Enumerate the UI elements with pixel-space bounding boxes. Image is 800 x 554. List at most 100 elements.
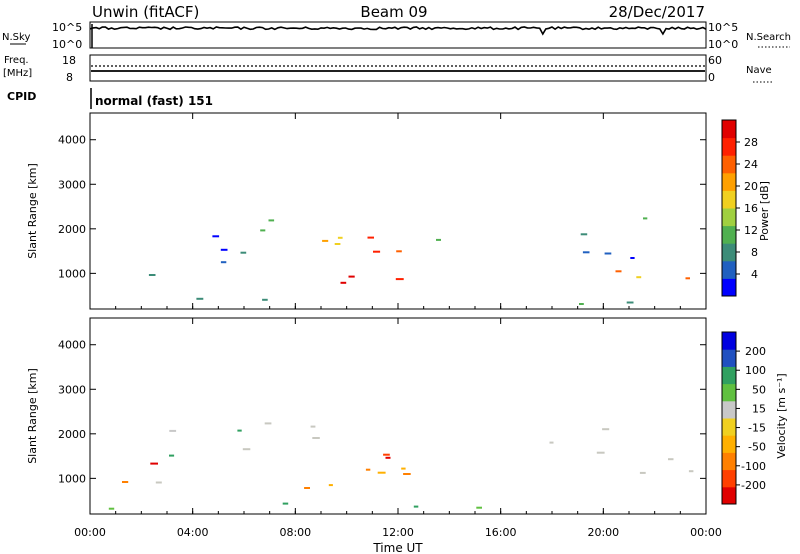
echo-cell [242, 448, 251, 451]
echo-cell [396, 250, 402, 253]
xtick-label: 20:00 [587, 526, 619, 539]
nsearch-tick-bottom: 10^0 [708, 38, 738, 51]
colorbar-segment [722, 418, 736, 436]
colorbar-tick-label: 8 [751, 246, 758, 259]
echo-cell [212, 235, 220, 238]
echo-cell [334, 243, 341, 245]
colorbar-segment [722, 452, 736, 471]
echo-cell [377, 471, 386, 474]
colorbar-tick-label: 12 [744, 224, 758, 237]
echo-cell [312, 437, 320, 439]
echo-cell [220, 261, 227, 264]
echo-cell [626, 301, 634, 304]
colorbar-segment [722, 383, 736, 402]
echo-cell [476, 506, 482, 509]
nsearch-label: N.Search [746, 32, 791, 43]
colorbar-segment [722, 332, 736, 350]
velocity-y-axis: 4000 3000 2000 1000 [58, 339, 706, 485]
echo-cell [262, 298, 268, 301]
colorbar-tick-label: 100 [745, 364, 766, 377]
echo-cell [328, 484, 333, 487]
echo-cell [401, 467, 406, 470]
power-colorbar: 28 24 20 16 12 8 4 [721, 119, 758, 297]
colorbar-segment [722, 366, 736, 385]
nave-label: Nave [746, 65, 772, 76]
echo-cell [304, 487, 310, 489]
nsky-panel [89, 21, 707, 49]
echo-cell [395, 278, 404, 281]
colorbar-tick-label: -100 [741, 460, 766, 473]
ytick-label: 1000 [58, 267, 86, 280]
colorbar-frame [721, 331, 737, 505]
echo-cell [549, 441, 554, 444]
ytick-label: 3000 [58, 178, 86, 191]
xtick-label: 04:00 [177, 526, 209, 539]
echo-cell [604, 252, 612, 255]
date-title: 28/Dec/2017 [609, 3, 705, 21]
power-y-axis: 4000 3000 2000 1000 [58, 134, 706, 280]
echo-cell [122, 481, 129, 483]
nave-tick-top: 60 [708, 54, 722, 67]
velocity-colorbar-label: Velocity [m s⁻¹] [775, 373, 788, 458]
echo-cell [602, 428, 610, 431]
colorbar-segment [722, 435, 736, 453]
power-scatter [148, 217, 690, 305]
colorbar-segment [722, 278, 736, 297]
freq-tick-bottom: 8 [66, 71, 73, 84]
xtick-label: 00:00 [74, 526, 106, 539]
echo-cell [240, 251, 247, 254]
xtick-label: 12:00 [382, 526, 414, 539]
colorbar-segment [722, 190, 736, 209]
ytick-label: 2000 [58, 223, 86, 236]
echo-cell [268, 219, 275, 222]
echo-cell [385, 456, 391, 459]
power-colorbar-label: Power [dB] [758, 181, 771, 241]
colorbar-segment [722, 486, 736, 505]
echo-cell [282, 502, 289, 505]
echo-cell [383, 453, 390, 456]
echo-cell [264, 422, 272, 425]
colorbar-segment [722, 172, 736, 191]
ytick-label: 2000 [58, 428, 86, 441]
ytick-label: 1000 [58, 472, 86, 485]
xtick-label: 16:00 [485, 526, 517, 539]
nave-tick-bottom: 0 [708, 71, 715, 84]
velocity-colorbar: 200 100 50 15 -15 -50 -100 -200 [721, 331, 766, 505]
echo-cell [196, 297, 204, 300]
echo-cell [579, 303, 584, 305]
echo-cell [148, 274, 156, 276]
echo-cell [596, 451, 605, 454]
colorbar-segment [722, 349, 736, 367]
colorbar-tick-label: 20 [744, 180, 758, 193]
colorbar-tick-label: -15 [748, 422, 766, 435]
colorbar-tick-label: 16 [744, 202, 758, 215]
echo-cell [630, 257, 635, 259]
echo-cell [643, 217, 648, 220]
colorbar-segment [722, 155, 736, 174]
nsky-trace [89, 24, 707, 48]
echo-cell [636, 276, 642, 279]
echo-cell [155, 481, 162, 484]
freq-panel [89, 54, 707, 82]
colorbar-segment [722, 225, 736, 244]
echo-cell [348, 275, 355, 278]
echo-cell [150, 462, 158, 465]
echo-cell [169, 454, 175, 457]
nsky-label: N.Sky [2, 32, 30, 43]
echo-cell [220, 248, 228, 251]
echo-cell [169, 429, 177, 432]
velocity-ylabel: Slant Range [km] [26, 368, 39, 464]
colorbar-tick-label: 200 [745, 345, 766, 358]
echo-cell [260, 229, 266, 232]
freq-tick-top: 18 [62, 54, 76, 67]
echo-cell [108, 507, 115, 510]
colorbar-segment [722, 400, 736, 419]
xtick-label: 08:00 [279, 526, 311, 539]
echo-cell [337, 236, 343, 239]
beam-title: Beam 09 [360, 3, 427, 21]
echo-cell [340, 281, 347, 284]
echo-cell [580, 233, 588, 236]
power-ylabel: Slant Range [km] [26, 163, 39, 259]
colorbar-segment [722, 120, 736, 139]
